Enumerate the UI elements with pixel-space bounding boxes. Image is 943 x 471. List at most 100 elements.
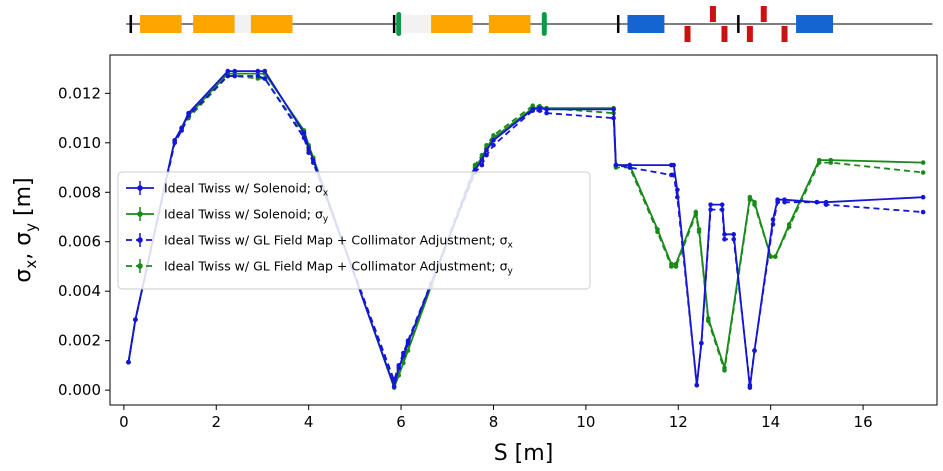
data-point [491,142,496,148]
data-point [232,68,238,74]
data-point [823,202,829,207]
data-point [391,377,397,383]
data-point [786,224,792,230]
data-point [225,68,231,74]
y-axis-label-part: , σ [11,232,36,260]
legend-entry-main: Ideal Twiss w/ Solenoid; σ [164,181,323,196]
y-tick-label: 0.002 [58,332,101,350]
lattice-kicker [721,26,728,42]
legend-entry-label: Ideal Twiss w/ GL Field Map + Collimator… [164,259,514,277]
data-point [920,170,926,175]
data-point [655,229,660,235]
x-tick-label: 0 [119,413,129,431]
data-point [472,162,478,168]
y-axis-label-subscript: x [22,260,40,269]
data-point [126,359,131,365]
x-tick-label: 16 [854,413,873,431]
data-point [706,318,711,324]
data-point [752,202,757,207]
data-point [611,107,616,112]
data-point [775,199,780,205]
data-point [722,236,727,242]
y-tick-label: 0.004 [58,282,101,300]
data-point [544,110,549,116]
x-tick-label: 2 [211,413,221,431]
data-point [747,382,753,388]
data-point [699,340,704,346]
x-tick-label: 6 [396,413,406,431]
data-point [491,138,496,143]
lattice-quad [193,15,235,33]
lattice-quad [431,15,473,33]
data-point [814,199,820,205]
legend-entry-subscript: y [323,215,329,225]
data-point [722,232,727,237]
lattice-solenoid [396,12,402,36]
data-point [708,202,713,207]
lattice-kicker [684,26,691,42]
lattice-dipole [627,15,665,33]
data-point [186,113,191,118]
data-point [301,130,307,136]
data-point [675,194,680,200]
data-point [671,172,676,178]
legend-entry-label: Ideal Twiss w/ GL Field Map + Collimator… [164,233,514,251]
data-point [530,108,536,113]
data-point [530,103,536,109]
lattice-kicker [709,6,716,22]
data-point [255,73,261,79]
y-tick-label: 0.000 [58,381,101,399]
data-point [232,73,238,79]
plot-frame [109,54,938,406]
y-tick-label: 0.006 [58,233,101,251]
data-point [225,73,231,79]
data-point [391,384,397,389]
data-point [828,160,834,165]
x-axis-label: S [m] [494,441,554,466]
lattice-quad [140,15,182,33]
lattice-quad [488,15,531,33]
data-point [747,197,753,202]
data-point [401,350,406,356]
data-point [301,135,307,141]
y-axis-ticks: 0.000 0.002 0.004 0.006 0.008 0.010 0.012 [58,84,110,399]
data-point [396,363,402,368]
y-axis-label-part: σ [11,269,36,283]
data-point [133,317,138,322]
data-point [772,254,778,259]
data-point [693,212,699,217]
lattice-drift_box [401,15,432,33]
legend-entry-subscript: y [508,267,514,277]
legend-entry-subscript: x [508,241,514,251]
y-tick-label: 0.008 [58,183,101,201]
data-point [920,194,926,200]
x-tick-label: 10 [576,413,595,431]
data-point [782,199,787,205]
lattice-dipole [796,15,834,33]
lattice-kicker [760,6,767,22]
legend-entry-main: Ideal Twiss w/ Solenoid; σ [164,207,323,222]
data-point [613,162,619,168]
lattice-kicker [746,26,753,42]
data-point [671,162,676,168]
data-point [405,338,411,343]
data-point [611,115,616,121]
lattice-solenoid [541,12,547,36]
legend-entry-label: Ideal Twiss w/ Solenoid; σx [164,181,329,199]
data-point [768,254,773,259]
data-point [752,348,757,353]
lattice-kicker [781,26,788,42]
x-tick-label: 4 [304,413,314,431]
data-point [484,147,489,153]
data-point [719,202,725,207]
x-tick-label: 12 [669,413,688,431]
data-point [255,68,261,74]
data-point [484,152,489,158]
data-point [179,128,184,133]
data-point [816,160,822,165]
y-tick-label: 0.010 [58,134,101,152]
data-point [731,236,737,242]
legend-box [117,171,591,290]
